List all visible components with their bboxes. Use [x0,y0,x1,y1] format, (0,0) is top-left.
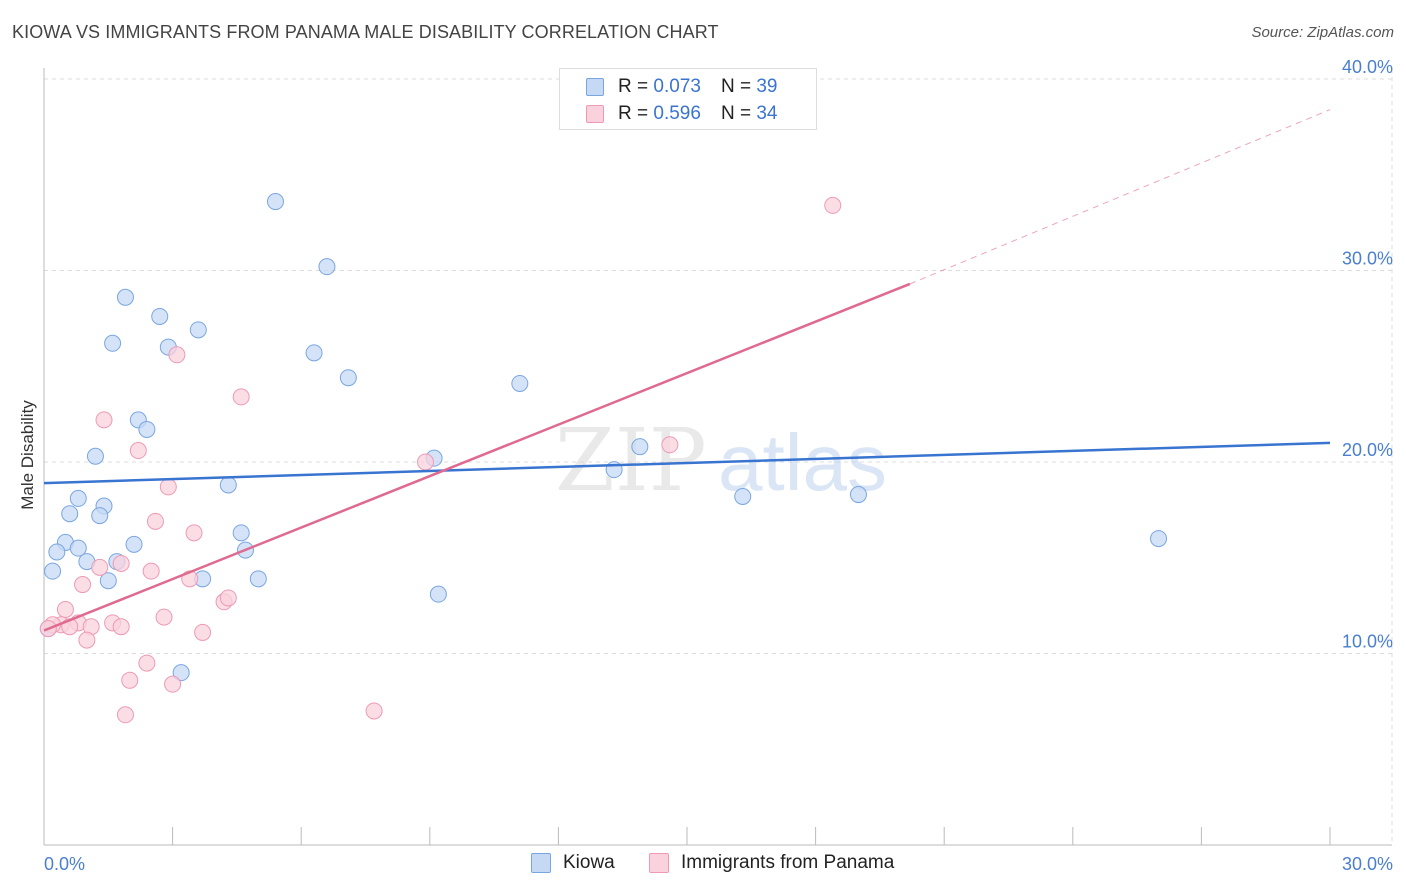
bottom-legend-label-panama: Immigrants from Panama [681,852,895,873]
kiowa-point [172,664,190,682]
legend-r-value: 0.596 [653,103,701,124]
trend-lines [43,109,1331,632]
kiowa-point [339,369,357,387]
y-tick-label: 20.0% [1342,440,1393,460]
kiowa-point [69,489,87,507]
bottom-legend-kiowa: Kiowa [531,852,615,874]
panama-point [159,478,177,496]
panama-point [661,436,679,454]
kiowa-point [305,344,323,362]
panama-point [56,600,74,618]
kiowa-point [249,570,267,588]
kiowa-point [48,543,66,561]
kiowa-point [91,507,109,525]
kiowa-point [125,535,143,553]
kiowa-point [511,374,529,392]
kiowa-point [266,193,284,211]
panama-point [121,671,139,689]
kiowa-point [69,539,87,557]
panama-point [74,576,92,594]
x-tick-label: 0.0% [44,854,85,874]
legend-n-value: 39 [756,76,778,97]
source-label: Source: ZipAtlas.com [1251,24,1394,41]
kiowa-point [116,288,134,306]
panama-trend-extension [909,109,1331,285]
kiowa-point [104,334,122,352]
panama-point [417,453,435,471]
bottom-legend: Kiowa Immigrants from Panama [0,852,1406,878]
legend-row-panama: R = 0.596 N = 34 [586,103,777,125]
panama-point [185,524,203,542]
kiowa-point [86,447,104,465]
kiowa-point [61,505,79,523]
kiowa-point [232,524,250,542]
panama-trend-line [43,282,911,632]
bottom-legend-panama: Immigrants from Panama [649,852,894,874]
legend-r-label: R = [618,76,649,97]
panama-point [219,589,237,607]
legend-r-label: R = [618,103,649,124]
watermark-zip: ZIP [555,411,707,511]
legend-r-value: 0.073 [653,76,701,97]
bottom-legend-swatch-kiowa [531,853,551,873]
bottom-legend-swatch-panama [649,853,669,873]
panama-point [78,631,96,649]
panama-point [155,608,173,626]
panama-point [116,706,134,724]
legend-swatch-kiowa [586,78,604,96]
legend-swatch-panama [586,105,604,123]
kiowa-point [849,486,867,504]
panama-point [112,554,130,572]
panama-point [365,702,383,720]
kiowa-point [151,307,169,325]
panama-point [142,562,160,580]
panama-point [168,346,186,364]
kiowa-point [189,321,207,339]
panama-point [95,411,113,429]
chart-title: KIOWA VS IMMIGRANTS FROM PANAMA MALE DIS… [12,22,719,42]
panama-point [232,388,250,406]
tick-labels: 10.0% 20.0% 30.0% 40.0% 0.0% 30.0% [44,57,1393,874]
data-points [39,193,1168,724]
kiowa-point [429,585,447,603]
kiowa-point [44,562,62,580]
kiowa-point [219,476,237,494]
gridlines [44,69,1393,845]
legend-n-label: N = [720,103,752,124]
panama-point [91,558,109,576]
legend-row-kiowa: R = 0.073 N = 39 [586,76,777,98]
kiowa-point [1150,530,1168,548]
bottom-legend-label-kiowa: Kiowa [563,852,615,873]
x-tick-label: 30.0% [1342,854,1393,874]
kiowa-point [318,258,336,276]
panama-point [824,196,842,214]
kiowa-point [138,420,156,438]
kiowa-trend-line [43,441,1331,485]
y-tick-label: 10.0% [1342,632,1393,652]
legend-n-label: N = [720,76,752,97]
kiowa-point [734,487,752,505]
panama-point [194,623,212,641]
panama-point [129,442,147,460]
panama-point [138,654,156,672]
panama-point [112,618,130,636]
panama-point [146,512,164,530]
legend-n-value: 34 [756,103,778,124]
kiowa-point [631,438,649,456]
axes [43,68,1392,846]
panama-point [164,675,182,693]
y-tick-label: 40.0% [1342,57,1393,77]
y-tick-label: 30.0% [1342,249,1393,269]
kiowa-point [99,572,117,590]
legend: R = 0.073 N = 39 R = 0.596 N = 34 [559,68,817,130]
